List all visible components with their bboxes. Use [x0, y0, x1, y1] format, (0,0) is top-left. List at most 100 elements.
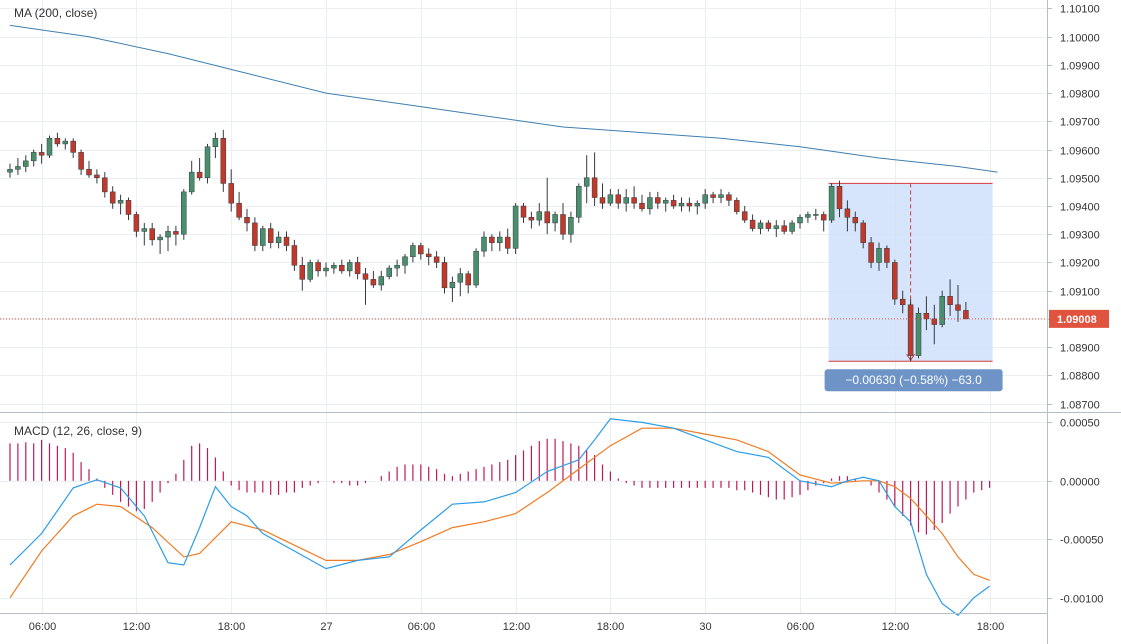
candle-body — [125, 200, 132, 215]
price-badge-text: 1.09008 — [1057, 314, 1097, 326]
candle-body — [528, 217, 535, 221]
candle-body — [670, 200, 677, 207]
macd-tick-label: -0.00050 — [1060, 535, 1103, 547]
candle-body — [757, 222, 764, 229]
price-tick-label: 1.09600 — [1060, 146, 1100, 158]
candle-body — [560, 214, 566, 235]
candle-body — [702, 194, 708, 204]
price-tick-label: 1.10100 — [1060, 4, 1100, 16]
candle-body — [188, 171, 195, 193]
macd-series-path — [9, 418, 990, 617]
candle-body — [955, 304, 961, 311]
candle-body — [362, 273, 369, 280]
candle-body — [678, 202, 685, 207]
candle-body — [86, 169, 92, 176]
candle-body — [868, 242, 874, 263]
price-tick-label: 1.09400 — [1060, 202, 1100, 214]
candle-body — [38, 152, 45, 156]
price-tick-label: 1.09300 — [1060, 230, 1100, 242]
candle-body — [915, 312, 922, 356]
candle-body — [899, 298, 906, 306]
candle-body — [102, 177, 108, 193]
candle-body — [607, 194, 614, 204]
candle-body — [836, 185, 843, 210]
candle-body — [410, 245, 416, 258]
candle-body — [299, 265, 306, 280]
candle-body — [23, 160, 29, 167]
time-tick-label: 18:00 — [218, 621, 246, 633]
candle-body — [765, 222, 772, 229]
candle-body — [931, 318, 938, 325]
ma-series-path — [9, 24, 998, 173]
candle-body — [173, 231, 179, 235]
candle-body — [70, 140, 76, 153]
candle-body — [852, 217, 859, 224]
price-tick-label: 1.09200 — [1060, 258, 1100, 270]
candle-body — [860, 222, 866, 243]
candle-body — [797, 217, 803, 224]
last-price-badge: 1.09008 — [1049, 309, 1109, 328]
candle-body — [46, 138, 53, 156]
candle-body — [718, 194, 724, 198]
candle-body — [481, 236, 487, 252]
candle-body — [117, 200, 124, 204]
candle-body — [62, 140, 69, 145]
measure-label-box — [824, 369, 1003, 392]
candle-body — [236, 202, 242, 218]
candle-body — [828, 185, 835, 221]
candle-body — [157, 236, 163, 241]
candle-body — [489, 236, 495, 243]
price-pane[interactable]: −0.00630 (−0.58%) −63.0 MA (200, close) — [0, 0, 1048, 412]
measure-label: −0.00630 (−0.58%) −63.0 — [845, 373, 982, 387]
candle-body — [465, 273, 471, 286]
candle-body — [599, 197, 606, 204]
candle-body — [813, 214, 819, 216]
time-tick-label: 18:00 — [597, 621, 625, 633]
candle-body — [181, 191, 187, 235]
price-tick-label: 1.09800 — [1060, 89, 1100, 101]
macd-line — [9, 418, 990, 617]
macd-gridlines — [0, 413, 1047, 613]
macd-pane[interactable]: MACD (12, 26, close, 9) — [0, 413, 1047, 617]
candle-body — [212, 138, 219, 147]
candle-body — [149, 228, 155, 241]
candle-body — [726, 194, 732, 201]
price-tick-label: 1.09900 — [1060, 61, 1100, 73]
candle-body — [323, 267, 329, 272]
candle-body — [418, 245, 424, 255]
macd-pane-legend[interactable]: MACD (12, 26, close, 9) — [14, 424, 142, 438]
candle-body — [433, 256, 440, 263]
time-axis[interactable]: 06:00 12:00 18:00 27 06:00 12:00 18:00 30 06:00 1… — [0, 613, 1047, 634]
time-tick-label: 06:00 — [408, 621, 436, 633]
candle-body — [923, 312, 930, 320]
time-tick-label: 12:00 — [503, 621, 531, 633]
price-range-measurement[interactable]: −0.00630 (−0.58%) −63.0 — [824, 182, 1003, 392]
candlestick-series — [7, 129, 969, 362]
candle-body — [789, 222, 795, 232]
candle-body — [54, 138, 61, 145]
candle-body — [228, 183, 234, 204]
candle-body — [939, 296, 945, 325]
candle-body — [425, 253, 432, 258]
price-axis[interactable]: 1.10100 1.10000 1.09900 1.09800 1.09700 1.096… — [1047, 0, 1104, 644]
candle-body — [662, 200, 669, 204]
candle-body — [892, 262, 898, 300]
candle-body — [386, 267, 392, 277]
candle-body — [907, 304, 914, 356]
time-tick-label: 27 — [320, 621, 332, 633]
candle-body — [504, 236, 511, 249]
candle-body — [655, 197, 661, 204]
candle-body — [963, 310, 969, 320]
candle-body — [583, 177, 590, 187]
candle-body — [378, 276, 385, 286]
price-pane-legend[interactable]: MA (200, close) — [14, 6, 97, 20]
candle-body — [346, 262, 353, 272]
candle-body — [307, 262, 313, 280]
price-badge-box — [1049, 309, 1109, 328]
candle-body — [844, 208, 851, 218]
candle-body — [354, 262, 361, 274]
candle-body — [394, 265, 400, 269]
time-tick-label: 12:00 — [123, 621, 151, 633]
candle-body — [741, 211, 748, 221]
